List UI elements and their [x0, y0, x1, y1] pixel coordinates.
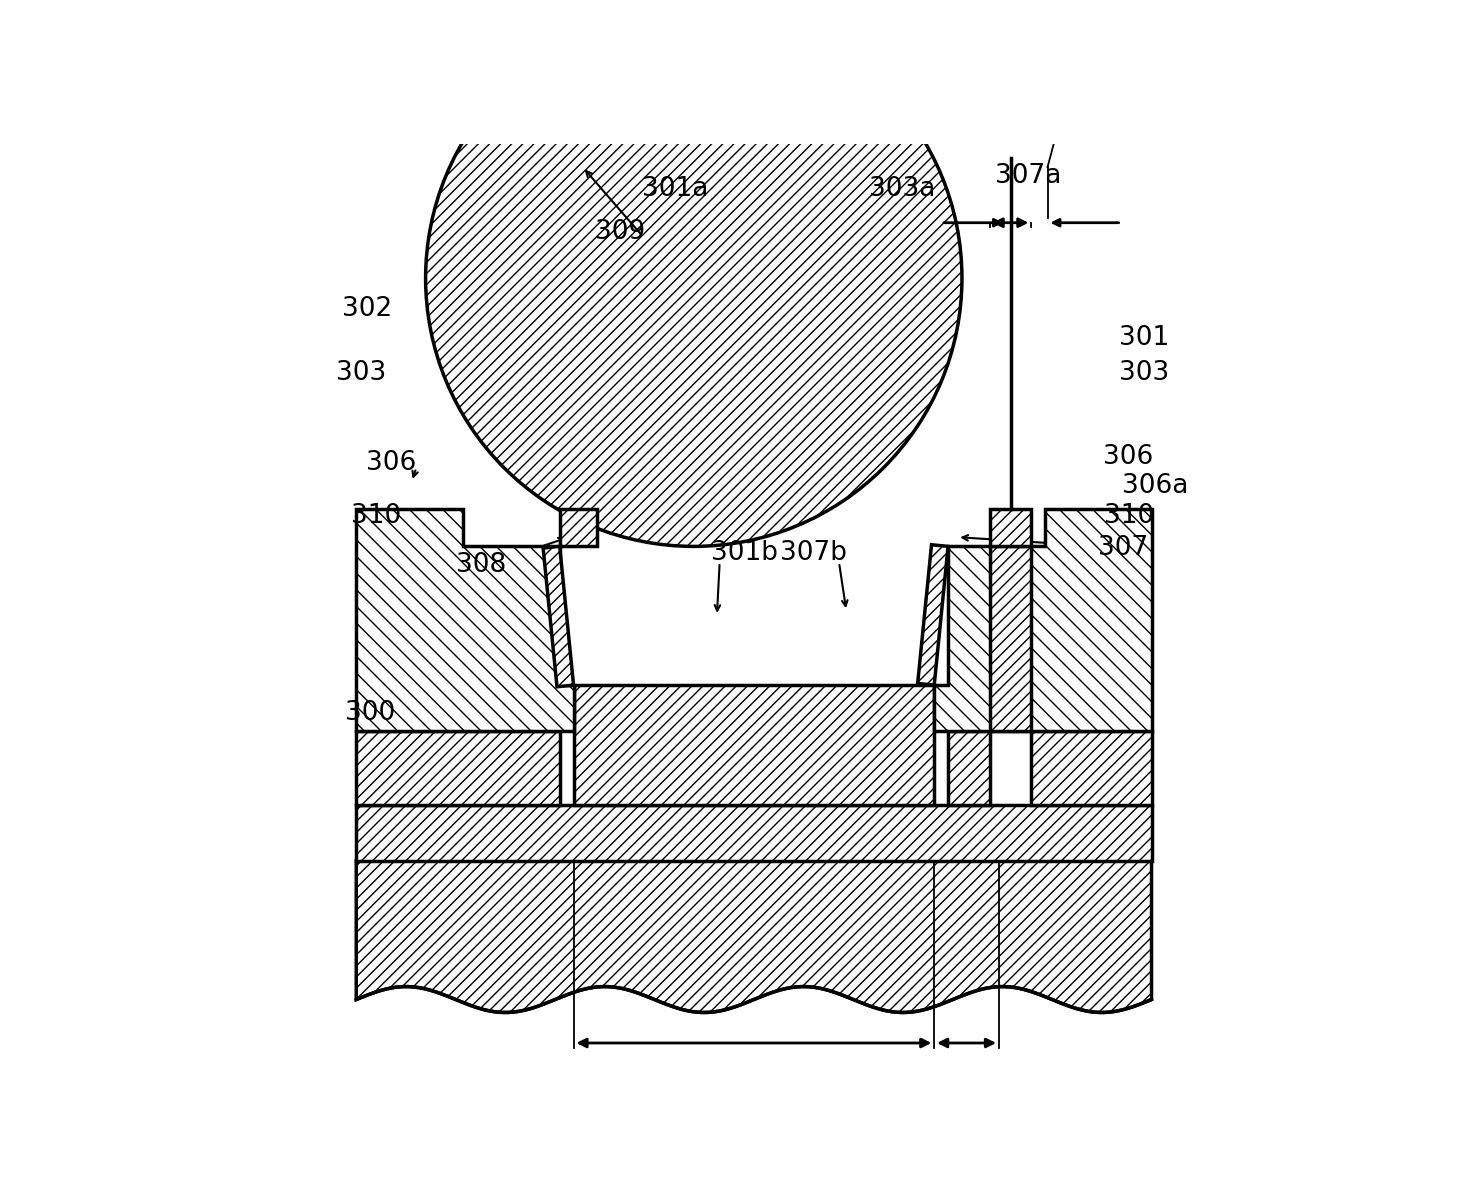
Text: 307b: 307b: [781, 540, 847, 566]
Text: 302: 302: [343, 295, 393, 322]
Text: 301: 301: [1119, 325, 1169, 352]
Bar: [356, 806, 1152, 861]
Text: 308: 308: [456, 552, 506, 578]
Bar: [949, 731, 990, 806]
Text: 309: 309: [594, 219, 644, 245]
Bar: [356, 731, 559, 806]
Text: 306: 306: [366, 450, 416, 476]
Text: 310: 310: [352, 503, 402, 528]
Polygon shape: [356, 509, 574, 731]
Text: 300: 300: [346, 700, 396, 725]
Text: 306a: 306a: [1122, 473, 1189, 500]
Circle shape: [425, 10, 962, 546]
Polygon shape: [918, 545, 949, 685]
Text: 303a: 303a: [869, 175, 936, 202]
Polygon shape: [934, 509, 1152, 731]
Bar: [1031, 731, 1152, 806]
Bar: [574, 685, 934, 806]
Text: 307: 307: [1097, 536, 1149, 561]
Polygon shape: [356, 861, 1152, 1012]
Text: 310: 310: [1105, 503, 1155, 528]
Polygon shape: [543, 546, 574, 687]
Bar: [559, 509, 597, 546]
Text: 307a: 307a: [996, 163, 1062, 190]
Bar: [990, 546, 1031, 731]
Text: 306: 306: [1103, 443, 1153, 470]
Text: 301b: 301b: [710, 540, 778, 566]
Text: 301a: 301a: [643, 175, 709, 202]
Bar: [990, 509, 1031, 546]
Text: 303: 303: [1119, 360, 1169, 387]
Text: 303: 303: [335, 360, 385, 387]
